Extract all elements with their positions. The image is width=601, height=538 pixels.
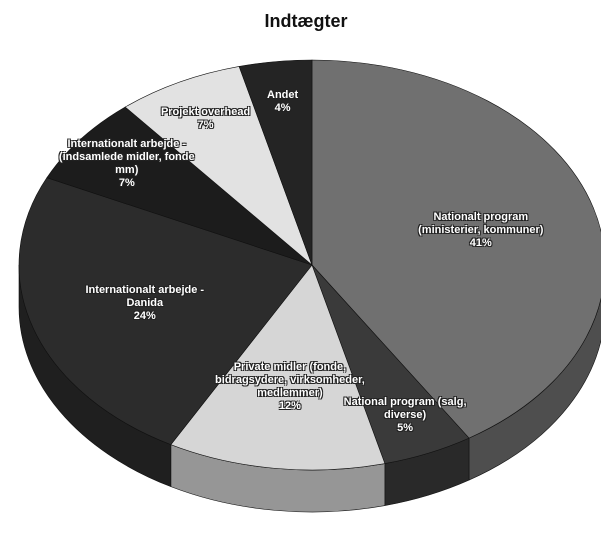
slice-percent: 4% bbox=[274, 102, 291, 115]
slice-name: Projekt overhead bbox=[160, 105, 251, 118]
slice-name: Andet bbox=[267, 89, 299, 102]
slice bbox=[46, 106, 313, 266]
slice-label: Projekt overhead 7% bbox=[131, 106, 281, 132]
slice-label: Andet 4% bbox=[208, 89, 358, 115]
slice-name: Internationalt arbejde - (indsamlede mid… bbox=[58, 138, 195, 177]
chart-title: Indtægter bbox=[265, 11, 348, 31]
slice-percent: 24% bbox=[133, 309, 156, 322]
slice-percent: 7% bbox=[197, 118, 214, 131]
slice-percent: 5% bbox=[397, 422, 414, 434]
slice-percent: 12% bbox=[278, 400, 301, 413]
slice-label: National program (salg, diverse) 5% bbox=[330, 396, 480, 435]
slice bbox=[18, 177, 313, 446]
slice bbox=[124, 66, 313, 266]
slice-label: Internationalt arbejde - Danida 24% bbox=[70, 284, 220, 323]
slice-name: National program (salg, diverse) bbox=[343, 396, 467, 421]
slice bbox=[238, 59, 313, 266]
slice-percent: 7% bbox=[118, 177, 135, 190]
slice-percent: 41% bbox=[469, 237, 492, 250]
slice bbox=[311, 59, 601, 439]
slice-name: Private midler (fonde, bidragsydere, vir… bbox=[215, 361, 365, 400]
slice-label: Nationalt program (ministerier, kommuner… bbox=[406, 211, 556, 250]
slice-name: Internationalt arbejde - Danida bbox=[85, 283, 205, 309]
slice-name: Nationalt program (ministerier, kommuner… bbox=[418, 211, 544, 237]
slice bbox=[170, 264, 386, 471]
slice-label: Internationalt arbejde - (indsamlede mid… bbox=[52, 138, 202, 190]
slice-label: Private midler (fonde, bidragsydere, vir… bbox=[215, 361, 365, 413]
